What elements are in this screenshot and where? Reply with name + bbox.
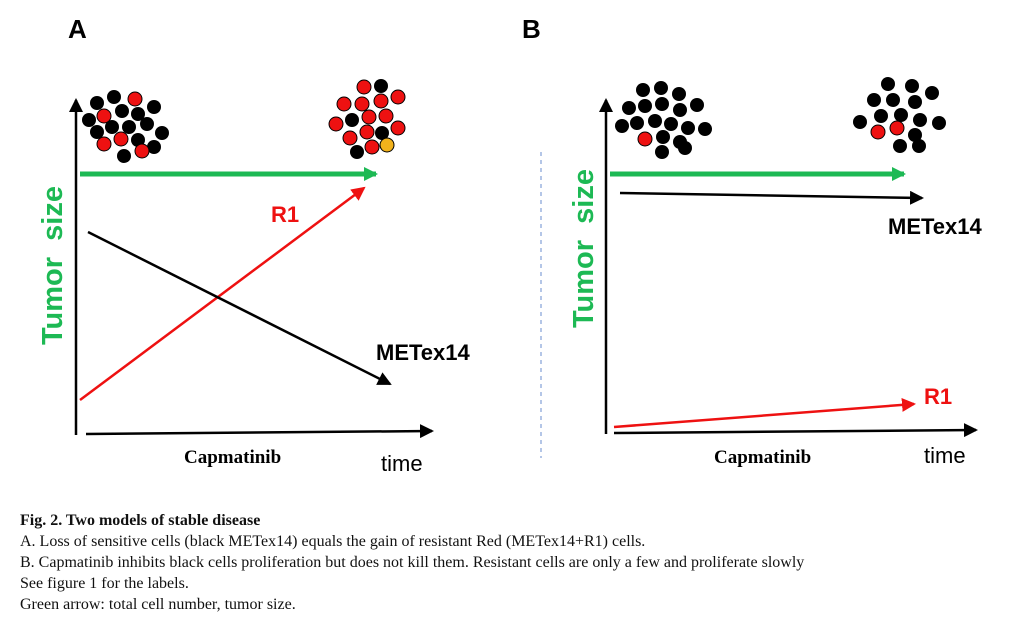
panel-a-metex-label: METex14 [376,340,471,365]
caption-line-d: Green arrow: total cell number, tumor si… [20,596,296,613]
panel-b-cells-start [615,81,712,159]
panel-a-x-axis [85,424,434,439]
panel-b-metex-label: METex14 [888,214,983,239]
panel-b-cells-end [853,77,946,153]
panel-b-x-label: Capmatinib [714,447,811,468]
panel-a-cells-end [328,79,406,159]
caption-line-c: See figure 1 for the labels. [20,575,189,592]
panel-b-metex-line [619,190,924,205]
panel-a-r1-line [79,186,366,402]
panel-a: A Tumor size R1 METex14 Capmatinib time [37,14,471,476]
caption-line-b: B. Capmatinib inhibits black cells proli… [20,554,805,571]
panel-a-x-label: Capmatinib [184,447,281,468]
panel-b-y-label: Tumor size [568,169,600,328]
figure-caption: Fig. 2. Two models of stable disease A. … [20,510,1010,615]
panel-a-letter: A [68,14,87,44]
caption-title: Fig. 2. Two models of stable disease [20,512,261,529]
panel-a-time-label: time [381,451,423,476]
panel-a-cells-start [82,90,169,163]
caption-line-a: A. Loss of sensitive cells (black METex1… [20,533,646,550]
panel-b-r1-label: R1 [924,384,952,409]
panel-b: B Tumor size METex14 R1 Capmatinib time [522,14,983,468]
panel-b-letter: B [522,14,541,44]
panel-a-metex-line [87,230,392,386]
panel-a-r1-label: R1 [271,202,299,227]
panel-b-r1-line [613,397,916,429]
panel-b-time-label: time [924,443,966,468]
panel-b-x-axis [613,423,978,438]
panel-a-y-label: Tumor size [37,186,69,345]
figure: A Tumor size R1 METex14 Capmatinib time [37,14,983,476]
